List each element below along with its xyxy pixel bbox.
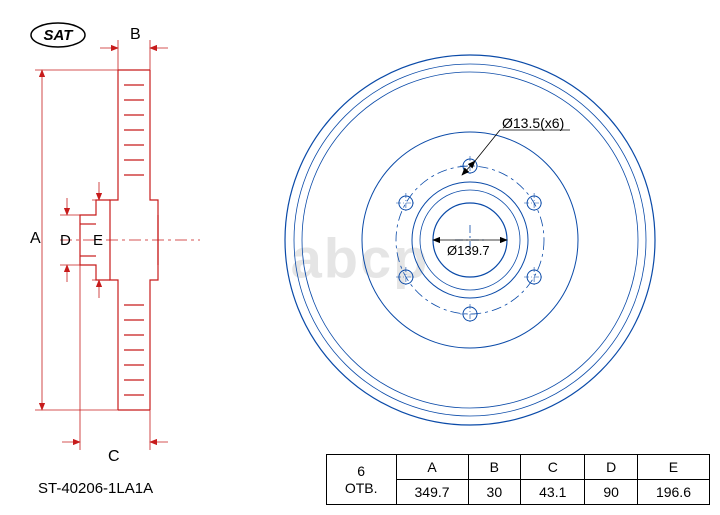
val-e: 196.6 <box>637 480 709 505</box>
dim-d-label: D <box>60 232 71 249</box>
col-b: B <box>468 455 521 480</box>
bolt-dim-label: Ø13.5(x6) <box>502 115 564 131</box>
val-c: 43.1 <box>521 480 585 505</box>
dim-b-label: B <box>130 26 141 44</box>
val-a: 349.7 <box>396 480 468 505</box>
col-e: E <box>637 455 709 480</box>
col-c: C <box>521 455 585 480</box>
dim-c-label: C <box>108 448 120 466</box>
holes-cell: 6 ОТВ. <box>326 455 396 505</box>
part-number-label: ST-40206-1LA1A <box>38 480 153 497</box>
front-view <box>285 55 655 425</box>
col-a: A <box>396 455 468 480</box>
dim-e-label: E <box>93 232 103 249</box>
val-d: 90 <box>585 480 638 505</box>
val-b: 30 <box>468 480 521 505</box>
dim-a-label: A <box>30 230 41 248</box>
hub-dim-label: Ø139.7 <box>447 243 490 258</box>
dimension-table: 6 ОТВ. A B C D E 349.7 30 43.1 90 196.6 <box>326 454 710 505</box>
col-d: D <box>585 455 638 480</box>
technical-drawing <box>0 0 720 515</box>
